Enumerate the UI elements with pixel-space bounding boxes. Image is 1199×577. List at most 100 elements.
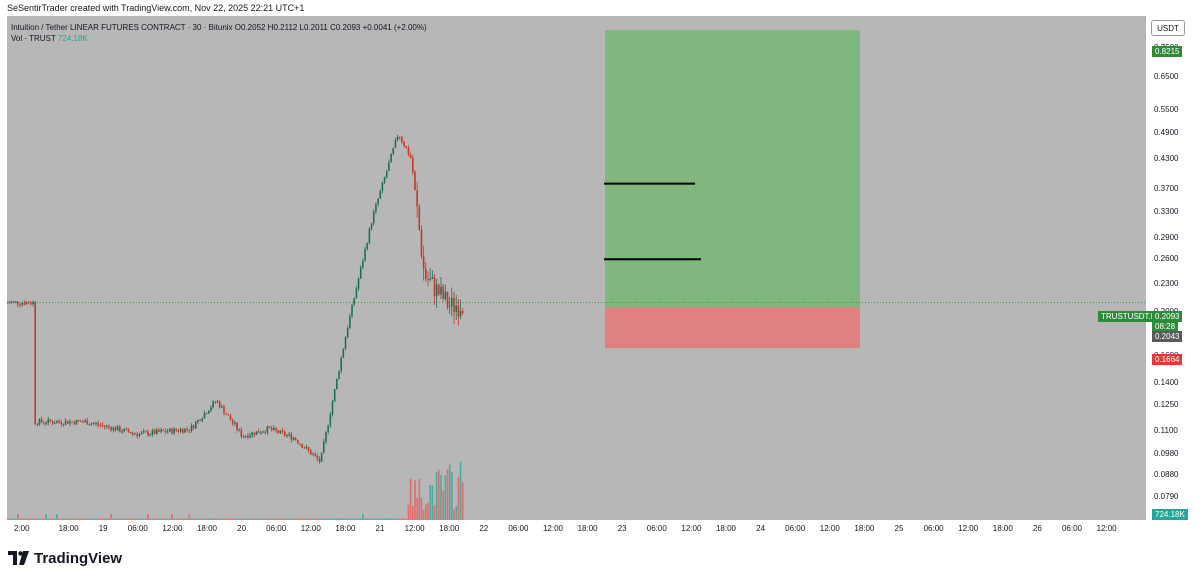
candle-body	[416, 190, 418, 207]
volume-bar	[459, 461, 462, 520]
candle-body	[79, 420, 82, 422]
volume-bar	[106, 518, 108, 520]
time-tick-label: 18:00	[335, 524, 356, 533]
volume-bar	[77, 518, 80, 520]
candle-body	[370, 223, 373, 229]
candle-body	[97, 423, 99, 425]
time-tick-label: 21	[375, 524, 385, 533]
candle-body	[58, 421, 60, 423]
volume-bar	[260, 518, 262, 520]
volume-bar	[69, 518, 71, 520]
candle-body	[86, 420, 89, 425]
tradingview-wordmark: TradingView	[34, 549, 123, 567]
candle-body	[218, 401, 221, 408]
volume-bar	[12, 518, 15, 520]
volume-bar	[166, 518, 169, 520]
volume-bar	[448, 464, 451, 520]
candle-body	[418, 206, 421, 230]
candle-body	[257, 431, 260, 433]
volume-bar	[318, 518, 321, 520]
volume-bar	[353, 518, 355, 520]
candle-body	[351, 304, 353, 317]
candle-body	[12, 301, 15, 303]
candle-body	[30, 303, 32, 305]
candle-body	[88, 424, 91, 426]
price-chart[interactable]	[7, 16, 1146, 520]
volume-bar	[392, 518, 395, 520]
candle-body	[238, 429, 240, 431]
candle-body	[364, 248, 366, 261]
volume-bar	[49, 518, 52, 520]
volume-bar	[364, 518, 366, 520]
volume-bar	[370, 518, 373, 520]
volume-bar	[43, 518, 45, 520]
candle-body	[168, 428, 171, 432]
candle-body	[201, 418, 204, 422]
candle-body	[407, 148, 410, 155]
candle-body	[234, 423, 236, 425]
time-tick-label: 24	[756, 524, 766, 533]
candle-body	[95, 423, 97, 425]
candle-body	[216, 401, 219, 403]
candle-body	[427, 278, 429, 281]
volume-bar	[444, 475, 447, 520]
volume-bar	[164, 518, 167, 520]
candle-body	[318, 458, 321, 462]
candle-body	[62, 423, 65, 425]
price-axis[interactable]: 0.82000.75000.65000.55000.49000.43000.37…	[1146, 16, 1192, 520]
candle-body	[210, 407, 212, 411]
price-tick-label: 0.1250	[1154, 400, 1179, 410]
volume-bar	[132, 518, 134, 520]
price-tick-label: 0.2300	[1154, 278, 1179, 288]
candle-body	[301, 444, 303, 448]
candle-body	[333, 389, 336, 402]
volume-bar	[40, 518, 43, 520]
volume-bar	[375, 518, 377, 520]
candle-body	[344, 337, 347, 349]
candle-body	[108, 425, 110, 428]
volume-bar	[383, 518, 386, 520]
volume-bar	[279, 518, 282, 520]
volume-bar	[277, 518, 280, 520]
volume-bar	[314, 518, 316, 520]
volume-bar	[21, 518, 23, 520]
time-tick-label: 18:00	[715, 524, 737, 533]
volume-bar	[93, 518, 95, 520]
time-axis[interactable]: 2:00 18:00 19 06:00 12:00 18:00 20 06:00 12:00 18…	[0, 520, 1146, 538]
volume-bar	[405, 518, 408, 520]
chart-legend: Intuition / Tether LINEAR FUTURES CONTRA…	[11, 22, 427, 44]
candle-body	[34, 301, 37, 424]
time-tick-label: 06:00	[127, 524, 148, 533]
volume-bar	[214, 518, 217, 520]
volume-bar	[355, 518, 358, 520]
price-tick-label: 0.1400	[1154, 377, 1179, 387]
volume-bar	[303, 518, 306, 520]
candle-body	[310, 450, 312, 455]
volume-bar	[8, 518, 10, 520]
volume-bar	[10, 518, 13, 520]
volume-bar	[225, 518, 227, 520]
time-tick-label: 12:00	[819, 524, 840, 533]
chart-pane[interactable]: Intuition / Tether LINEAR FUTURES CONTRA…	[7, 16, 1146, 520]
candle-body	[153, 430, 156, 434]
candle-body	[438, 284, 440, 295]
volume-bar	[283, 518, 286, 520]
volume-bar	[292, 518, 295, 520]
candle-body	[160, 429, 162, 432]
volume-bar	[346, 518, 349, 520]
volume-bar	[429, 484, 431, 520]
candle-body	[119, 426, 121, 432]
candle-body	[247, 435, 249, 438]
volume-bar	[153, 518, 156, 520]
volume-bar	[95, 518, 97, 520]
candle-body	[60, 421, 63, 424]
volume-bar	[340, 518, 342, 520]
volume-bar	[416, 497, 418, 520]
candle-body	[422, 256, 425, 269]
candle-body	[212, 401, 214, 408]
currency-selector[interactable]: USDT	[1151, 20, 1185, 36]
volume-bar	[401, 518, 403, 520]
volume-bar	[216, 518, 219, 520]
volume-bar	[238, 518, 240, 520]
volume-bar	[90, 518, 93, 520]
